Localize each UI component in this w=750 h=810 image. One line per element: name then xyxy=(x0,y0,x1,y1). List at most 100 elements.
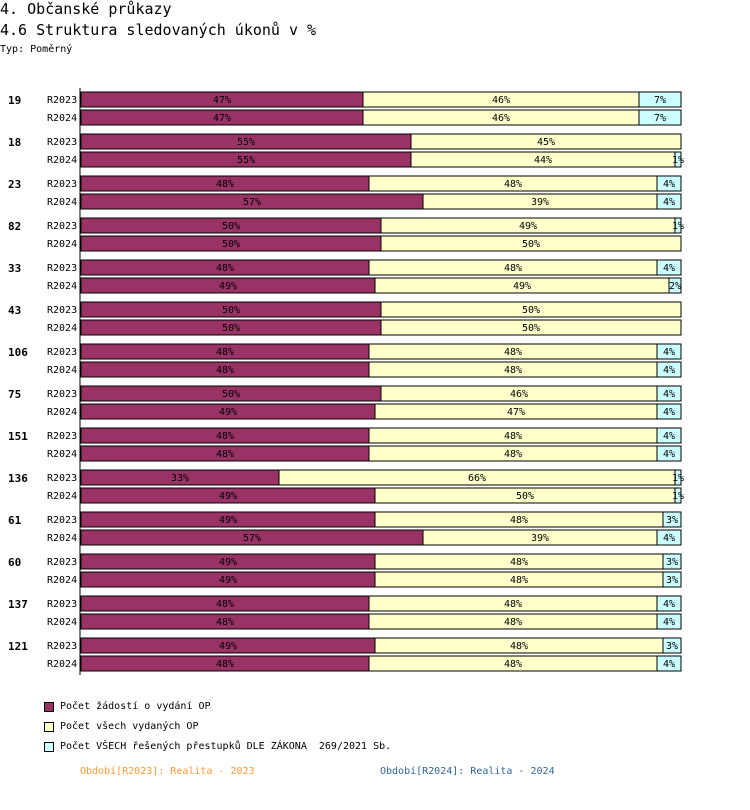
data-label: 49% xyxy=(219,641,237,652)
legend-label-requests: Počet žádostí o vydání OP xyxy=(60,701,211,712)
legend-label-offenses: Počet VŠECH řešených přestupků DLE ZÁKON… xyxy=(60,741,392,752)
data-label: 49% xyxy=(219,515,237,526)
data-label: 50% xyxy=(522,239,540,250)
period-label: R2024 xyxy=(47,323,77,334)
data-label: 3% xyxy=(666,575,678,586)
bar-segment xyxy=(380,235,682,252)
data-label: 7% xyxy=(654,113,666,124)
group-label: 43 xyxy=(8,304,21,317)
period-label: R2023 xyxy=(47,641,77,652)
data-label: 4% xyxy=(663,659,675,670)
period-label: R2023 xyxy=(47,599,77,610)
data-label: 50% xyxy=(222,239,240,250)
bar-segment xyxy=(380,319,682,336)
legend-swatch-issued xyxy=(44,721,54,732)
data-label: 4% xyxy=(663,599,675,610)
data-label: 39% xyxy=(531,197,549,208)
period-label: R2024 xyxy=(47,281,77,292)
period-label: R2024 xyxy=(47,113,77,124)
bar-segment xyxy=(656,361,682,378)
data-label: 49% xyxy=(219,575,237,586)
data-label: 48% xyxy=(504,365,522,376)
bar-segment xyxy=(674,151,682,168)
bar-segment xyxy=(662,637,682,654)
data-label: 49% xyxy=(219,281,237,292)
period-label: R2023 xyxy=(47,137,77,148)
data-label: 1% xyxy=(672,473,684,484)
legend-item-offenses: Počet VŠECH řešených přestupků DLE ZÁKON… xyxy=(44,741,391,752)
period-label: R2024 xyxy=(47,197,77,208)
data-label: 57% xyxy=(243,533,261,544)
group-label: 33 xyxy=(8,262,21,275)
data-label: 3% xyxy=(666,641,678,652)
period-label: R2024 xyxy=(47,407,77,418)
data-label: 49% xyxy=(219,557,237,568)
data-label: 46% xyxy=(510,389,528,400)
period-label: R2024 xyxy=(47,575,77,586)
group-label: 106 xyxy=(8,346,28,359)
data-label: 1% xyxy=(672,221,684,232)
group-label: 151 xyxy=(8,430,28,443)
period-label: R2023 xyxy=(47,515,77,526)
bar-segment xyxy=(656,175,682,192)
data-label: 50% xyxy=(522,323,540,334)
bar-segment xyxy=(656,529,682,546)
data-label: 48% xyxy=(216,365,234,376)
data-label: 33% xyxy=(171,473,189,484)
period-label: R2023 xyxy=(47,179,77,190)
data-label: 48% xyxy=(216,659,234,670)
data-label: 47% xyxy=(213,113,231,124)
period-label: R2023 xyxy=(47,221,77,232)
bar-segment xyxy=(656,613,682,630)
data-label: 48% xyxy=(504,263,522,274)
legend-item-issued: Počet všech vydaných OP xyxy=(44,721,198,732)
footer-period-2024: Období[R2024]: Realita - 2024 xyxy=(380,766,555,777)
group-label: 136 xyxy=(8,472,28,485)
data-label: 48% xyxy=(504,347,522,358)
period-label: R2023 xyxy=(47,557,77,568)
data-label: 1% xyxy=(672,155,684,166)
data-label: 48% xyxy=(510,515,528,526)
data-label: 48% xyxy=(510,575,528,586)
data-label: 48% xyxy=(510,557,528,568)
group-label: 18 xyxy=(8,136,21,149)
data-label: 3% xyxy=(666,557,678,568)
period-label: R2024 xyxy=(47,491,77,502)
data-label: 46% xyxy=(492,95,510,106)
group-label: 137 xyxy=(8,598,28,611)
stacked-bar-chart: 19 R2023 47% 46% 7% R2024 47% 46% 7% 18 R2023 55% 45… xyxy=(8,88,684,675)
data-label: 1% xyxy=(672,491,684,502)
legend-swatch-offenses xyxy=(44,741,54,752)
bar-segment xyxy=(674,469,682,486)
bar-segment xyxy=(638,109,682,126)
data-label: 55% xyxy=(237,137,255,148)
data-label: 45% xyxy=(537,137,555,148)
bar-segment xyxy=(656,385,682,402)
data-label: 50% xyxy=(522,305,540,316)
group-label: 75 xyxy=(8,388,21,401)
bar-segment xyxy=(662,511,682,528)
period-label: R2023 xyxy=(47,305,77,316)
bar-segment xyxy=(656,427,682,444)
period-label: R2024 xyxy=(47,617,77,628)
bar-segment xyxy=(380,301,682,318)
data-label: 48% xyxy=(504,431,522,442)
period-label: R2023 xyxy=(47,473,77,484)
data-label: 48% xyxy=(216,449,234,460)
period-label: R2024 xyxy=(47,239,77,250)
data-label: 46% xyxy=(492,113,510,124)
data-label: 4% xyxy=(663,263,675,274)
bar-segment xyxy=(656,193,682,210)
group-label: 60 xyxy=(8,556,21,569)
legend-item-requests: Počet žádostí o vydání OP xyxy=(44,701,211,712)
chart-type-label: Typ: Poměrný xyxy=(0,44,73,55)
bar-segment xyxy=(638,91,682,108)
data-label: 50% xyxy=(516,491,534,502)
data-label: 49% xyxy=(219,491,237,502)
period-label: R2024 xyxy=(47,155,77,166)
group-label: 23 xyxy=(8,178,21,191)
bar-segment xyxy=(662,571,682,588)
data-label: 48% xyxy=(216,617,234,628)
period-label: R2023 xyxy=(47,263,77,274)
period-label: R2023 xyxy=(47,95,77,106)
